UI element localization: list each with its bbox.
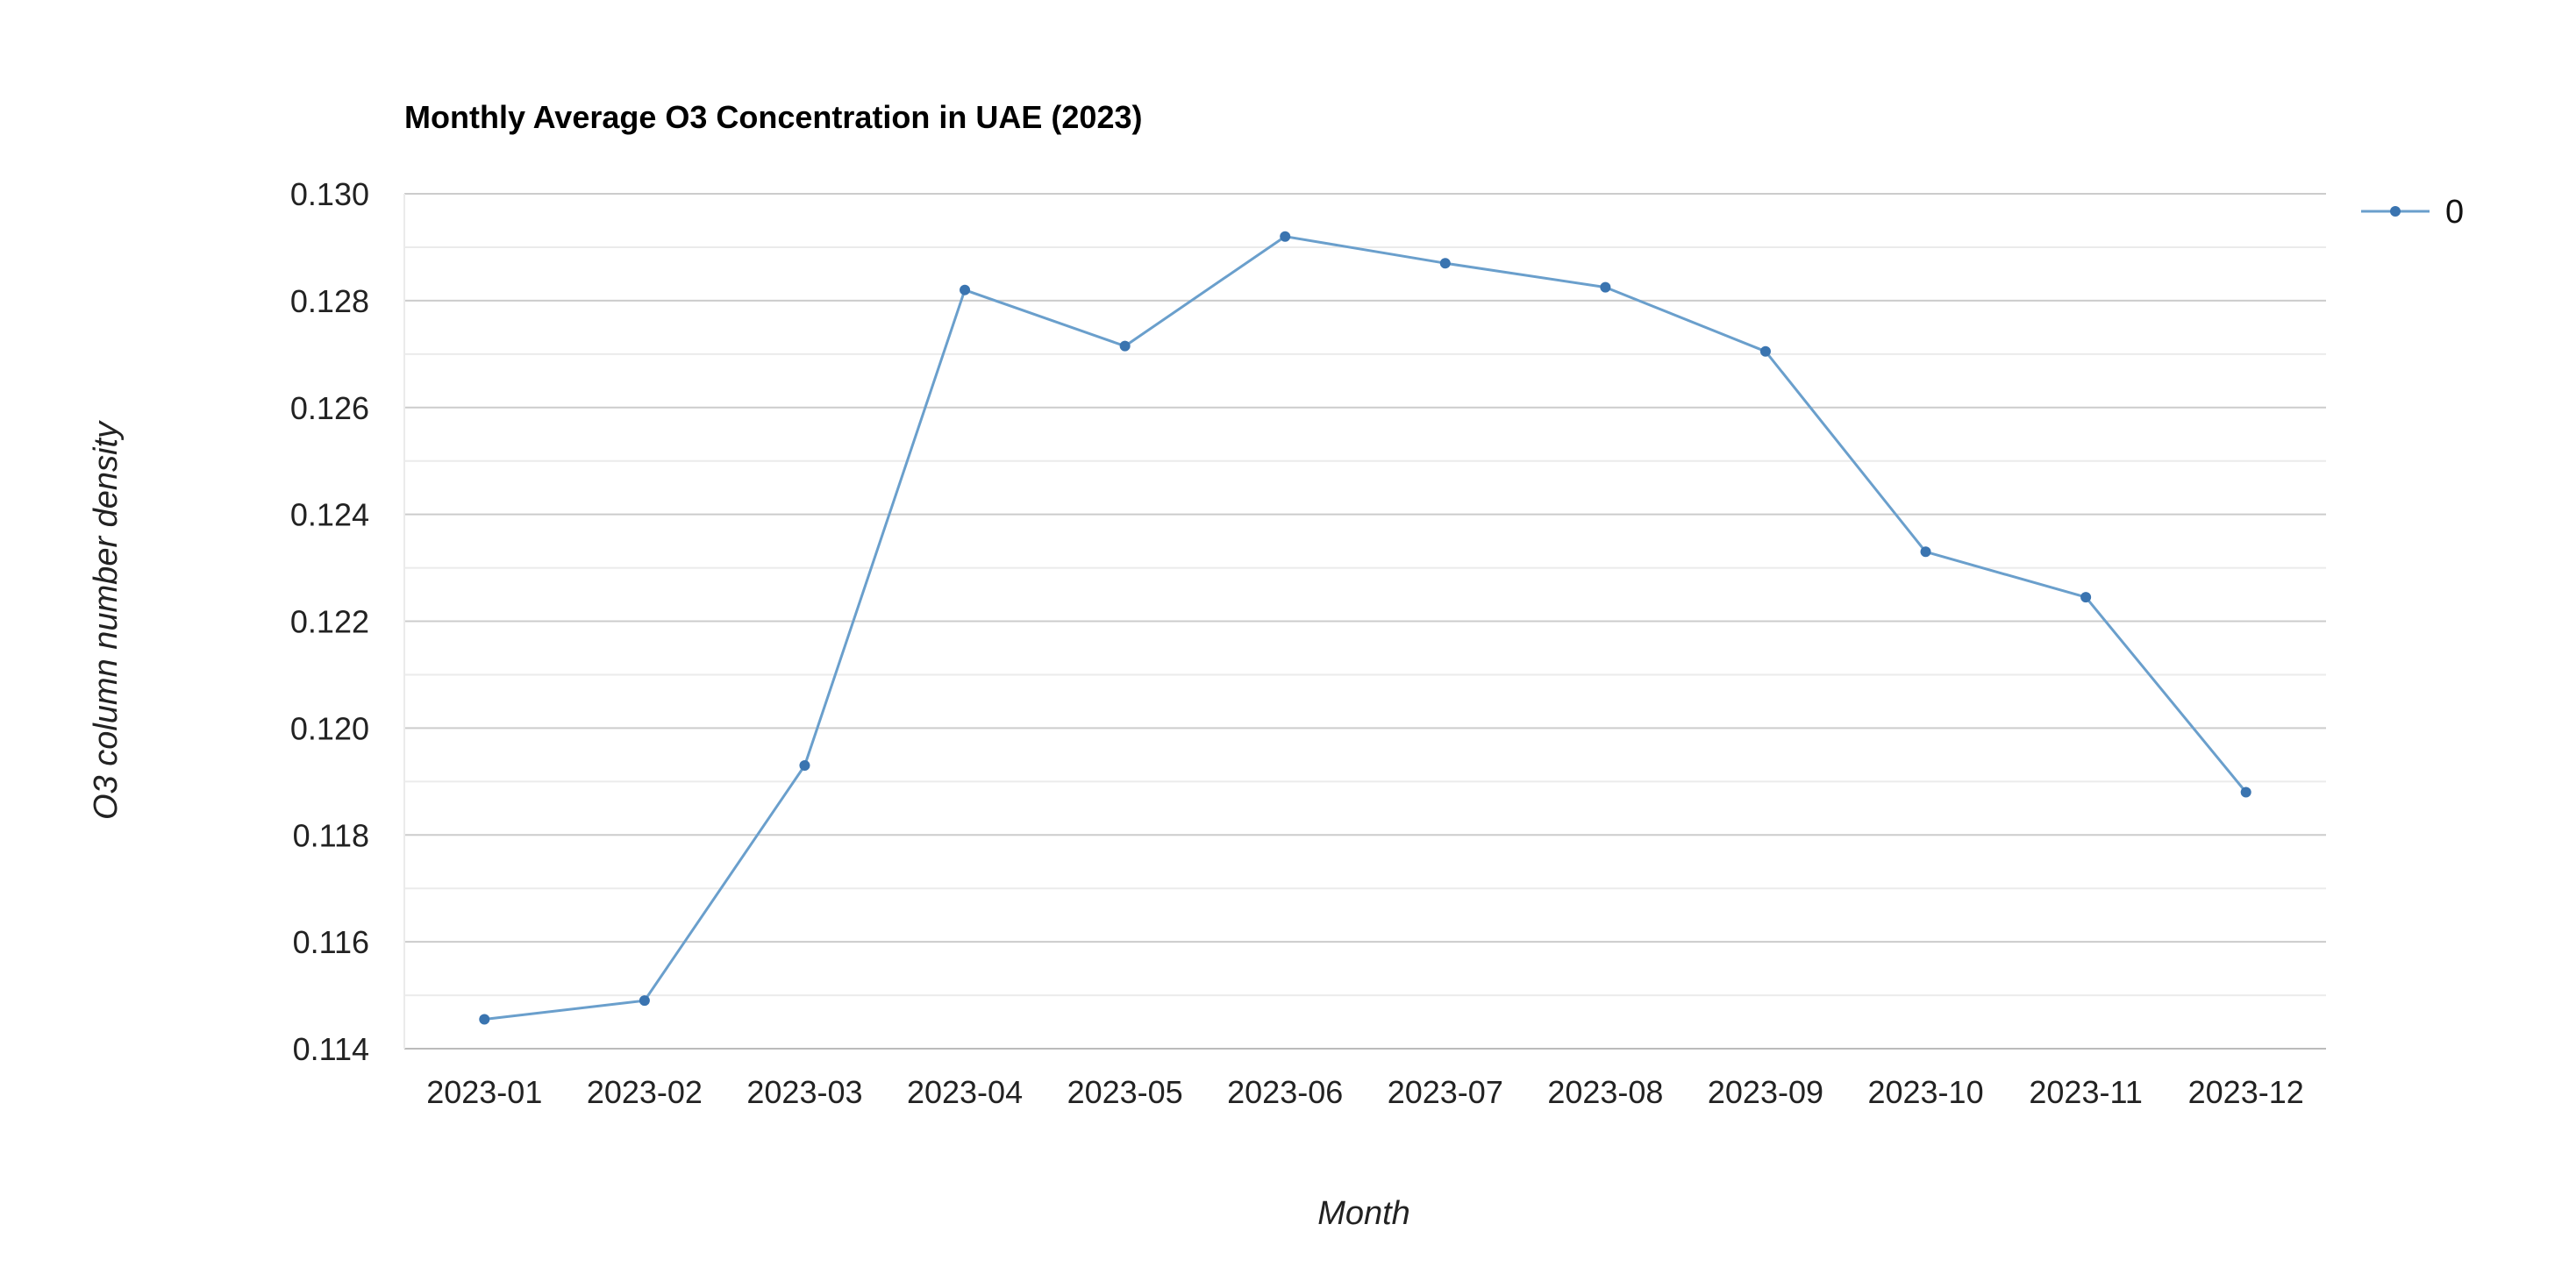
data-point [1119,340,1131,352]
x-tick-label: 2023-03 [746,1074,862,1110]
x-tick-label: 2023-04 [907,1074,1023,1110]
data-point [479,1014,490,1025]
x-tick-label: 2023-02 [587,1074,703,1110]
chart-title: Monthly Average O3 Concentration in UAE … [404,99,1142,135]
data-point [960,284,971,295]
legend-label: 0 [2445,194,2464,231]
data-point [1920,546,1931,558]
y-tick-label: 0.120 [290,710,369,746]
data-point [639,995,650,1007]
data-point [2080,592,2092,603]
data-point [1600,281,1611,293]
y-tick-label: 0.124 [290,497,369,533]
axes [403,194,2326,1050]
x-tick-label: 2023-11 [2029,1074,2142,1110]
x-tick-label: 2023-09 [1708,1074,1823,1110]
x-tick-label: 2023-10 [1867,1074,1983,1110]
data-points [479,231,2251,1025]
x-tick-label: 2023-01 [426,1074,542,1110]
y-tick-label: 0.114 [293,1031,369,1067]
x-tick-label: 2023-06 [1227,1074,1343,1110]
x-tick-label: 2023-12 [2188,1074,2304,1110]
axis-labels: Monthly Average O3 Concentration in UAE … [88,99,2304,1232]
x-tick-label: 2023-05 [1067,1074,1183,1110]
y-tick-label: 0.122 [290,604,369,640]
legend: 0 [2361,194,2464,231]
data-point [1280,231,1291,242]
legend-marker-swatch [2390,206,2401,217]
y-tick-label: 0.128 [290,283,369,319]
data-point [1759,345,1771,357]
y-tick-label: 0.130 [290,176,369,212]
y-axis-title: O3 column number density [88,420,125,820]
series-lines [484,235,2247,1021]
data-point [2240,787,2251,798]
y-tick-label: 0.116 [293,924,369,960]
x-tick-label: 2023-07 [1388,1074,1503,1110]
gridlines [404,193,2326,997]
y-tick-label: 0.118 [293,817,369,853]
x-axis-title: Month [1317,1195,1410,1232]
data-point [1439,258,1451,269]
x-tick-label: 2023-08 [1547,1074,1663,1110]
data-point [799,760,810,772]
series-line-0 [484,235,2247,1021]
y-tick-label: 0.126 [290,390,369,426]
